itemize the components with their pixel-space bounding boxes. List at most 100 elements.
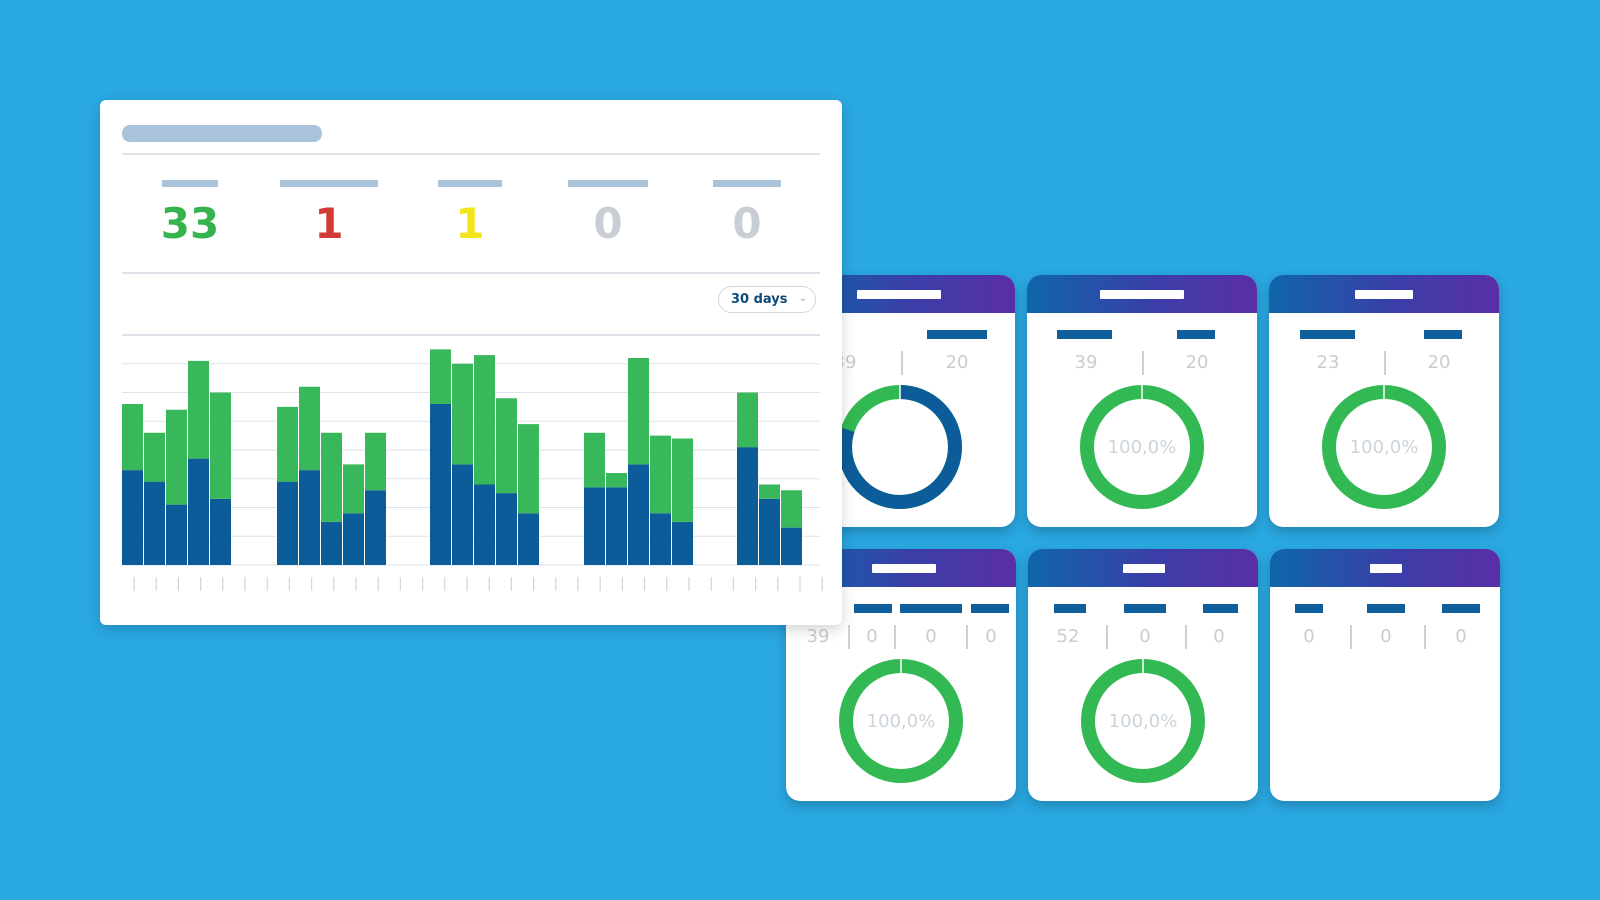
- bar-segment-bottom[interactable]: [343, 513, 364, 565]
- bar-segment-top[interactable]: [277, 406, 298, 482]
- kpi-card[interactable]: 52 0 0 100,0%: [1028, 549, 1258, 801]
- bar-segment-bottom[interactable]: [321, 521, 342, 565]
- stat-item[interactable]: 1: [249, 180, 409, 245]
- card-number: 0: [1455, 626, 1467, 647]
- donut-label: 100,0%: [1108, 437, 1177, 458]
- card-number: 20: [1427, 352, 1451, 373]
- bar-segment-bottom[interactable]: [650, 513, 671, 565]
- card-title-placeholder: [1100, 290, 1184, 299]
- card-label-placeholder: [927, 330, 987, 339]
- card-number: 52: [1056, 626, 1080, 647]
- donut-chart: 100,0%: [1322, 385, 1446, 509]
- bar-segment-top[interactable]: [430, 349, 451, 404]
- divider-middle: [122, 272, 820, 274]
- bar-segment-top[interactable]: [474, 355, 495, 485]
- bar-segment-top[interactable]: [166, 409, 187, 505]
- stat-value: 1: [314, 199, 344, 248]
- card-label-placeholder: [1424, 330, 1462, 339]
- stat-label-placeholder: [713, 180, 781, 187]
- bar-segment-top[interactable]: [144, 432, 165, 482]
- bar-segment-top[interactable]: [650, 435, 671, 514]
- card-label-placeholder: [1203, 604, 1238, 613]
- bar-segment-bottom[interactable]: [299, 470, 320, 565]
- stat-item[interactable]: 33: [110, 180, 270, 245]
- card-label-placeholder: [1367, 604, 1405, 613]
- bar-segment-bottom[interactable]: [606, 487, 627, 565]
- bar-segment-top[interactable]: [496, 398, 517, 494]
- card-number: 0: [1213, 626, 1225, 647]
- bar-segment-top[interactable]: [343, 464, 364, 514]
- card-label-placeholder: [900, 604, 962, 613]
- card-number: 0: [1380, 626, 1392, 647]
- card-label-placeholder: [1300, 330, 1355, 339]
- bar-segment-bottom[interactable]: [672, 521, 693, 565]
- bar-segment-top[interactable]: [628, 358, 649, 465]
- bar-segment-top[interactable]: [122, 404, 143, 471]
- bar-segment-bottom[interactable]: [518, 513, 539, 565]
- card-label-placeholder: [1124, 604, 1166, 613]
- bar-segment-top[interactable]: [321, 432, 342, 522]
- date-range-value: 30 days: [731, 292, 788, 307]
- bar-segment-top[interactable]: [672, 438, 693, 522]
- bar-segment-top[interactable]: [210, 392, 231, 499]
- stat-label-placeholder: [438, 180, 502, 187]
- bar-segment-bottom[interactable]: [628, 464, 649, 565]
- bar-segment-top[interactable]: [781, 490, 802, 528]
- card-label-placeholder: [854, 604, 892, 613]
- card-number: 0: [1303, 626, 1315, 647]
- card-number: 0: [1139, 626, 1151, 647]
- card-label-placeholder: [1054, 604, 1086, 613]
- bar-segment-bottom[interactable]: [430, 404, 451, 565]
- card-separator: [1185, 625, 1187, 649]
- bar-segment-top[interactable]: [584, 432, 605, 488]
- bar-segment-bottom[interactable]: [277, 481, 298, 565]
- kpi-card[interactable]: 0 0 0: [1270, 549, 1500, 801]
- bar-segment-bottom[interactable]: [166, 504, 187, 565]
- kpi-card[interactable]: 39 20 100,0%: [1027, 275, 1257, 527]
- stat-item[interactable]: 0: [528, 180, 688, 245]
- bar-segment-top[interactable]: [365, 432, 386, 491]
- bar-segment-bottom[interactable]: [737, 447, 758, 565]
- kpi-card[interactable]: 23 20 100,0%: [1269, 275, 1499, 527]
- stat-label-placeholder: [280, 180, 378, 187]
- bar-segment-bottom[interactable]: [210, 498, 231, 565]
- bar-segment-bottom[interactable]: [759, 498, 780, 565]
- donut-chart: 100,0%: [839, 659, 963, 783]
- card-header: [1028, 549, 1258, 587]
- card-label-placeholder: [1295, 604, 1323, 613]
- card-label-placeholder: [1057, 330, 1112, 339]
- bar-segment-bottom[interactable]: [781, 527, 802, 565]
- bar-segment-bottom[interactable]: [584, 487, 605, 565]
- bar-segment-bottom[interactable]: [188, 458, 209, 565]
- bar-segment-top[interactable]: [452, 363, 473, 465]
- card-number: 20: [1185, 352, 1209, 373]
- bar-segment-bottom[interactable]: [452, 464, 473, 565]
- bar-segment-top[interactable]: [188, 360, 209, 459]
- card-label-placeholder: [1177, 330, 1215, 339]
- card-separator: [1106, 625, 1108, 649]
- stat-item[interactable]: 1: [390, 180, 550, 245]
- bar-segment-bottom[interactable]: [474, 484, 495, 566]
- stat-label-placeholder: [568, 180, 648, 187]
- bar-segment-top[interactable]: [518, 424, 539, 514]
- stat-item[interactable]: 0: [667, 180, 827, 245]
- bar-segment-bottom[interactable]: [496, 493, 517, 565]
- bar-segment-top[interactable]: [299, 386, 320, 471]
- card-number: 23: [1316, 352, 1340, 373]
- stat-value: 1: [455, 199, 485, 248]
- bar-segment-top[interactable]: [737, 392, 758, 448]
- bar-segment-top[interactable]: [759, 484, 780, 499]
- stat-value: 33: [160, 199, 220, 248]
- date-range-select[interactable]: 30 days ⌄: [718, 286, 816, 313]
- card-number: 0: [925, 626, 937, 647]
- bar-segment-bottom[interactable]: [122, 470, 143, 565]
- card-title-placeholder: [1123, 564, 1165, 573]
- card-separator: [1384, 351, 1386, 375]
- bar-segment-top[interactable]: [606, 473, 627, 488]
- bar-segment-bottom[interactable]: [144, 481, 165, 565]
- card-label-placeholder: [1442, 604, 1480, 613]
- card-number: 0: [985, 626, 997, 647]
- card-number: 39: [806, 626, 830, 647]
- panel-title-placeholder: [122, 125, 322, 142]
- bar-segment-bottom[interactable]: [365, 490, 386, 565]
